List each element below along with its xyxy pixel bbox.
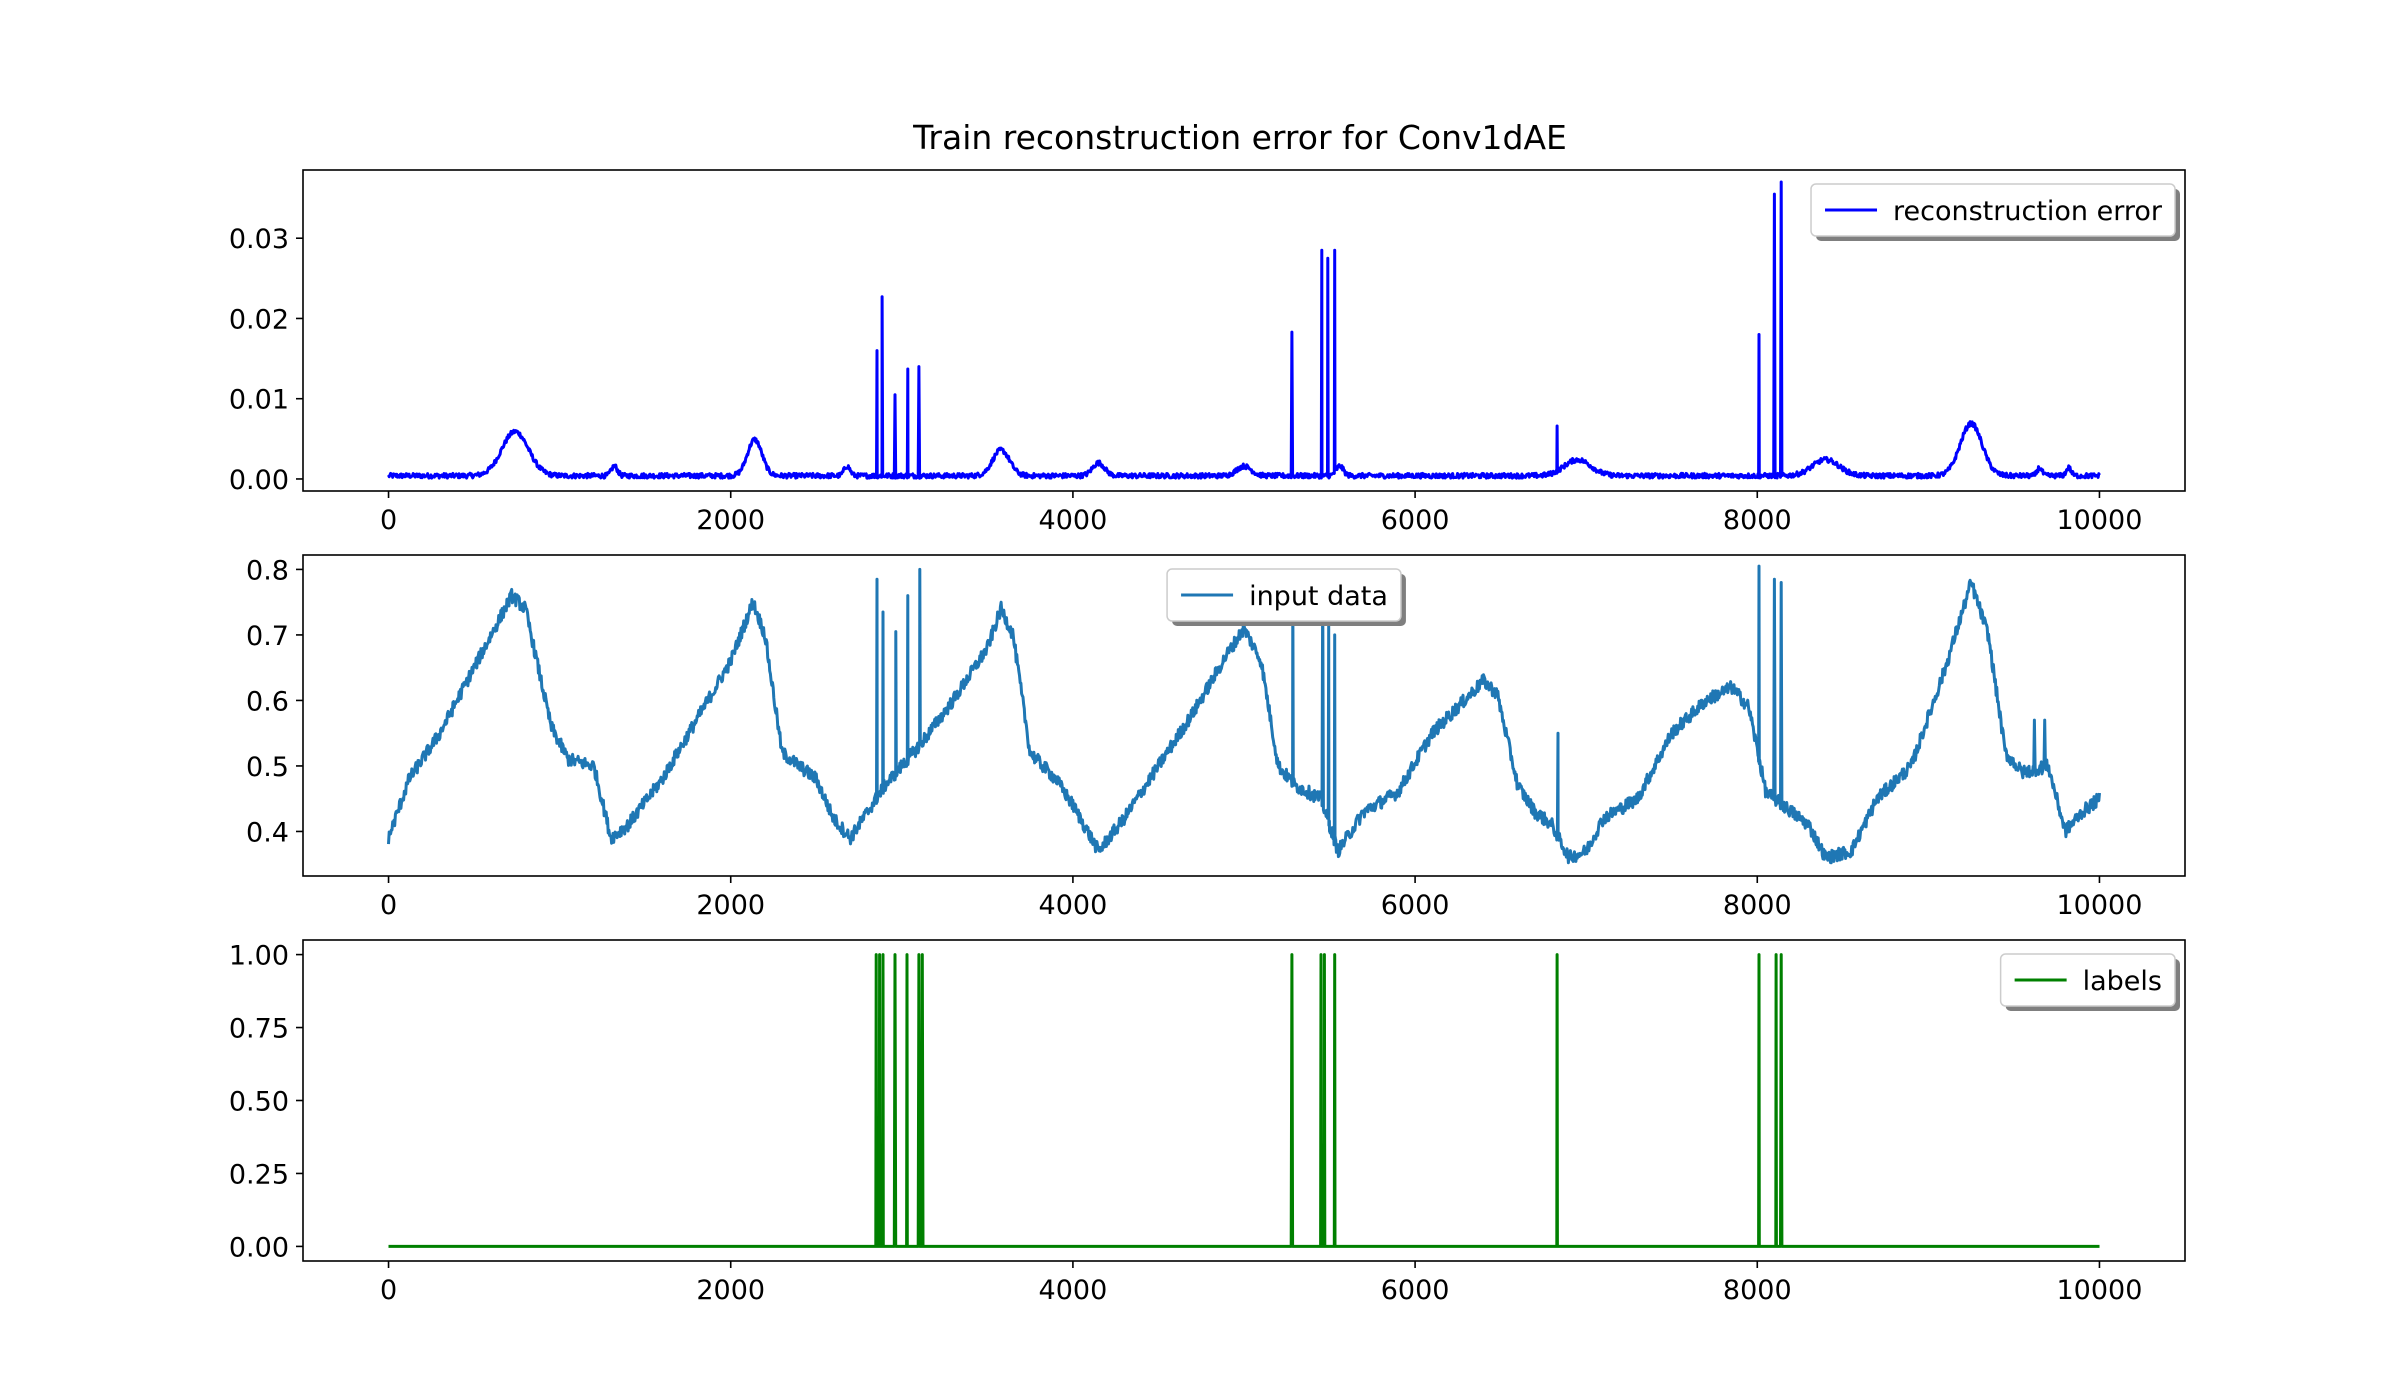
x-tick-label: 2000 [696, 890, 765, 921]
y-tick-label: 1.00 [229, 941, 289, 972]
x-tick-label: 4000 [1039, 890, 1108, 921]
x-tick-label: 0 [380, 890, 397, 921]
axes-frame [302, 939, 2186, 1262]
y-tick-label: 0.25 [229, 1159, 289, 1190]
y-tick-label: 0.5 [246, 752, 289, 783]
y-tick-label: 0.4 [246, 817, 289, 848]
subplot-1: 0 2000 4000 6000 8000 10000 0.00 0.01 0.02 0.03 re… [229, 169, 2186, 536]
x-tick-label: 2000 [696, 505, 765, 536]
y-tick-label: 0.01 [229, 385, 289, 416]
y-tick-label: 0.03 [229, 224, 289, 255]
x-tick-label: 6000 [1381, 1275, 1450, 1306]
legend-box [1810, 183, 2176, 237]
legend-box [1999, 953, 2176, 1007]
axes-frame [302, 169, 2186, 492]
x-tick-label: 6000 [1381, 890, 1450, 921]
series-line-2-1 [387, 564, 2101, 865]
series-line-1-1 [387, 180, 2101, 480]
x-tick-label: 8000 [1723, 890, 1792, 921]
legend: reconstruction error [1810, 183, 2180, 241]
x-tick-label: 6000 [1381, 505, 1450, 536]
x-tick-label: 4000 [1039, 505, 1108, 536]
subplot-2: 0 2000 4000 6000 8000 10000 0.4 0.5 0.6 0.7 0.8 inp… [246, 554, 2186, 921]
y-tick-label: 0.00 [229, 1232, 289, 1263]
figure-title: Train reconstruction error for Conv1dAE [912, 118, 1567, 157]
legend-label: labels [2083, 966, 2162, 997]
y-tick-label: 0.6 [246, 686, 289, 717]
x-tick-label: 0 [380, 1275, 397, 1306]
y-tick-label: 0.75 [229, 1014, 289, 1045]
x-tick-label: 8000 [1723, 505, 1792, 536]
series-line-3-1 [387, 953, 2101, 1248]
axes-frame [302, 554, 2186, 877]
y-tick-label: 0.7 [246, 621, 289, 652]
legend-label: input data [1249, 581, 1388, 612]
y-tick-label: 0.8 [246, 555, 289, 586]
y-tick-label: 0.02 [229, 304, 289, 335]
x-tick-label: 2000 [696, 1275, 765, 1306]
x-tick-label: 8000 [1723, 1275, 1792, 1306]
y-tick-label: 0.00 [229, 465, 289, 496]
legend-label: reconstruction error [1893, 196, 2163, 227]
x-tick-label: 4000 [1039, 1275, 1108, 1306]
legend: labels [1999, 953, 2180, 1011]
x-tick-label: 10000 [2057, 1275, 2143, 1306]
y-tick-label: 0.50 [229, 1087, 289, 1118]
x-tick-label: 10000 [2057, 505, 2143, 536]
legend-box [1166, 568, 1402, 622]
legend: input data [1166, 568, 1406, 626]
subplot-3: 0 2000 4000 6000 8000 10000 0.00 0.25 0.50 0.75 1.… [229, 939, 2186, 1306]
x-tick-label: 10000 [2057, 890, 2143, 921]
x-tick-label: 0 [380, 505, 397, 536]
